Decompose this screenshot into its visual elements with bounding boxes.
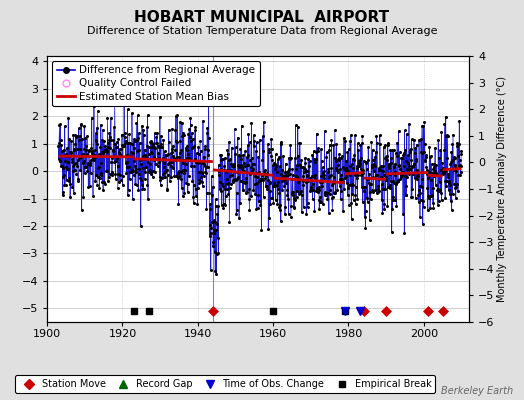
Y-axis label: Monthly Temperature Anomaly Difference (°C): Monthly Temperature Anomaly Difference (… <box>497 76 507 302</box>
Legend: Difference from Regional Average, Quality Control Failed, Estimated Station Mean: Difference from Regional Average, Qualit… <box>52 61 259 106</box>
Text: Berkeley Earth: Berkeley Earth <box>441 386 514 396</box>
Legend: Station Move, Record Gap, Time of Obs. Change, Empirical Break: Station Move, Record Gap, Time of Obs. C… <box>15 375 435 393</box>
Text: HOBART MUNICIPAL  AIRPORT: HOBART MUNICIPAL AIRPORT <box>135 10 389 25</box>
Text: Difference of Station Temperature Data from Regional Average: Difference of Station Temperature Data f… <box>87 26 437 36</box>
